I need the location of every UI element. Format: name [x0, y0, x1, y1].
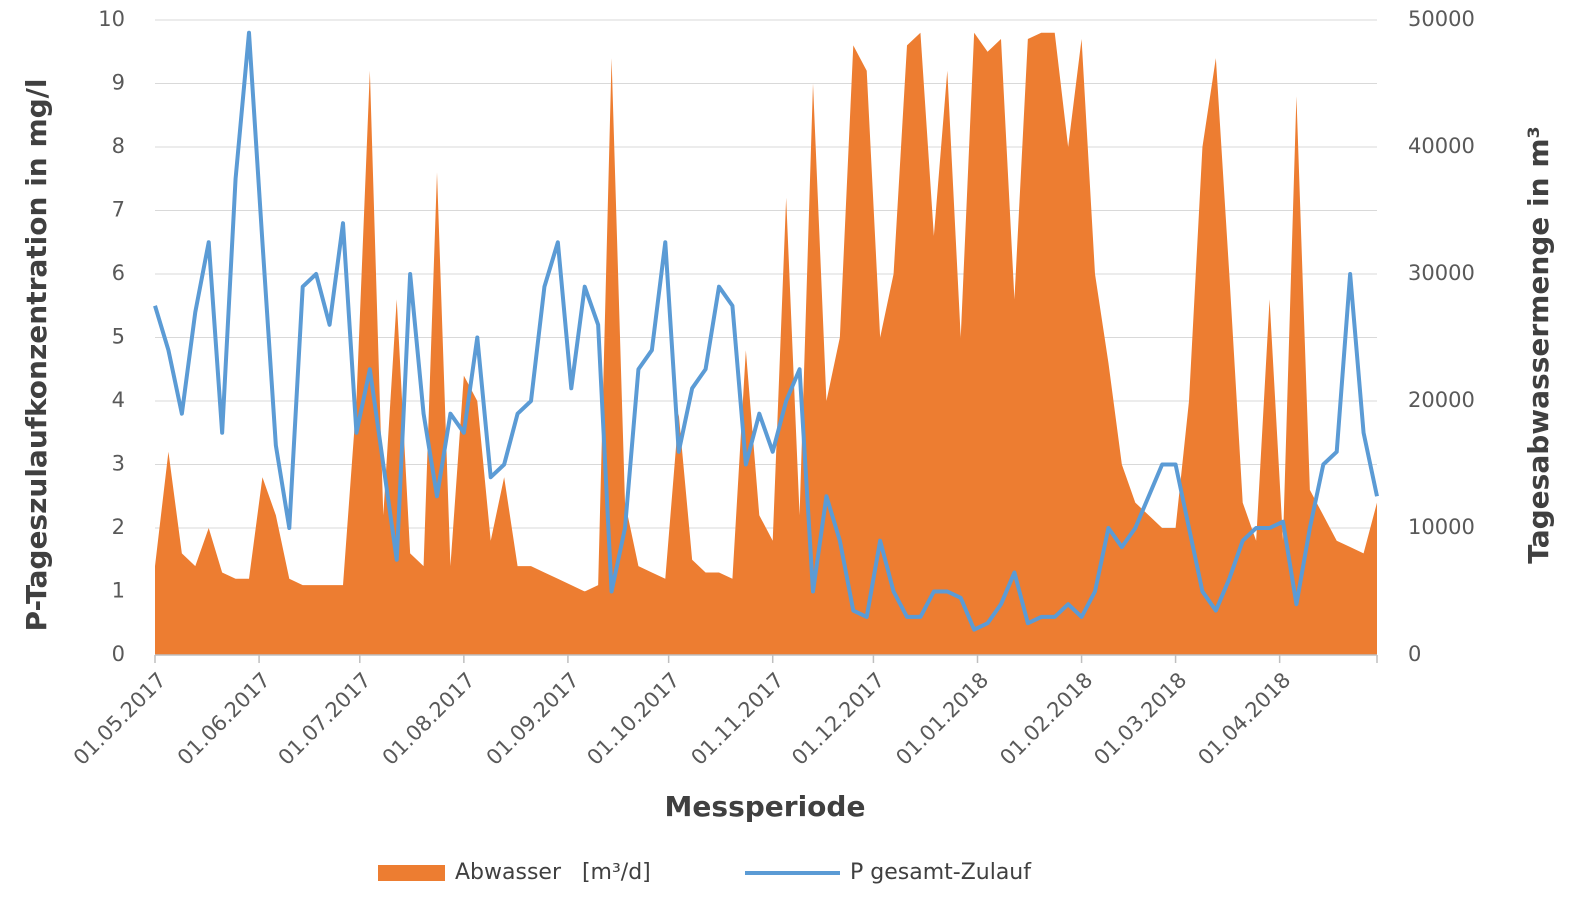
y2-tick-label: 50000: [1408, 7, 1475, 31]
area: [155, 32, 1377, 655]
x-tick-label: 01.12.2017: [787, 668, 889, 770]
x-tick-label: 01.01.2018: [891, 668, 993, 770]
y-tick-label: 3: [112, 452, 125, 476]
line: [153, 30, 1379, 632]
x-tick-label: 01.02.2018: [995, 668, 1097, 770]
x-tick-label: 01.10.2017: [582, 668, 684, 770]
y2-axis-title: Tagesabwassermenge in m³: [1522, 126, 1555, 564]
y-tick-label: 8: [112, 134, 125, 158]
y-tick-label: 6: [112, 261, 125, 285]
y-tick-label: 4: [112, 388, 125, 412]
y-tick-label: 5: [112, 325, 125, 349]
y2-tick-label: 30000: [1408, 261, 1475, 285]
legend-label: P gesamt-Zulauf: [850, 860, 1032, 885]
x-tick-label: 01.08.2017: [378, 668, 480, 770]
x-tick-label: 01.07.2017: [274, 668, 376, 770]
y2-tick-label: 20000: [1408, 388, 1475, 412]
x-tick-label: 01.09.2017: [482, 668, 584, 770]
x-tick-label: 01.04.2018: [1193, 668, 1295, 770]
y-tick-label: 10: [98, 7, 125, 31]
y-tick-label: 2: [112, 515, 125, 539]
legend-label: Abwasser [m³/d]: [455, 860, 651, 885]
x-tick-label: 01.03.2018: [1089, 668, 1191, 770]
y-tick-label: 1: [112, 579, 125, 603]
y-tick-label: 0: [112, 642, 125, 666]
x-tick-label: 01.06.2017: [173, 668, 275, 770]
y2-tick-label: 0: [1408, 642, 1421, 666]
y2-tick-label: 40000: [1408, 134, 1475, 158]
x-tick-label: 01.11.2017: [686, 668, 788, 770]
legend-swatch: [378, 865, 445, 881]
y-tick-label: 7: [112, 198, 125, 222]
x-axis-title: Messperiode: [665, 790, 866, 823]
y2-tick-label: 10000: [1408, 515, 1475, 539]
x-tick-label: 01.05.2017: [69, 668, 171, 770]
y-tick-label: 9: [112, 71, 125, 95]
y-axis-title: P-Tageszulaufkonzentration in mg/l: [20, 78, 53, 631]
